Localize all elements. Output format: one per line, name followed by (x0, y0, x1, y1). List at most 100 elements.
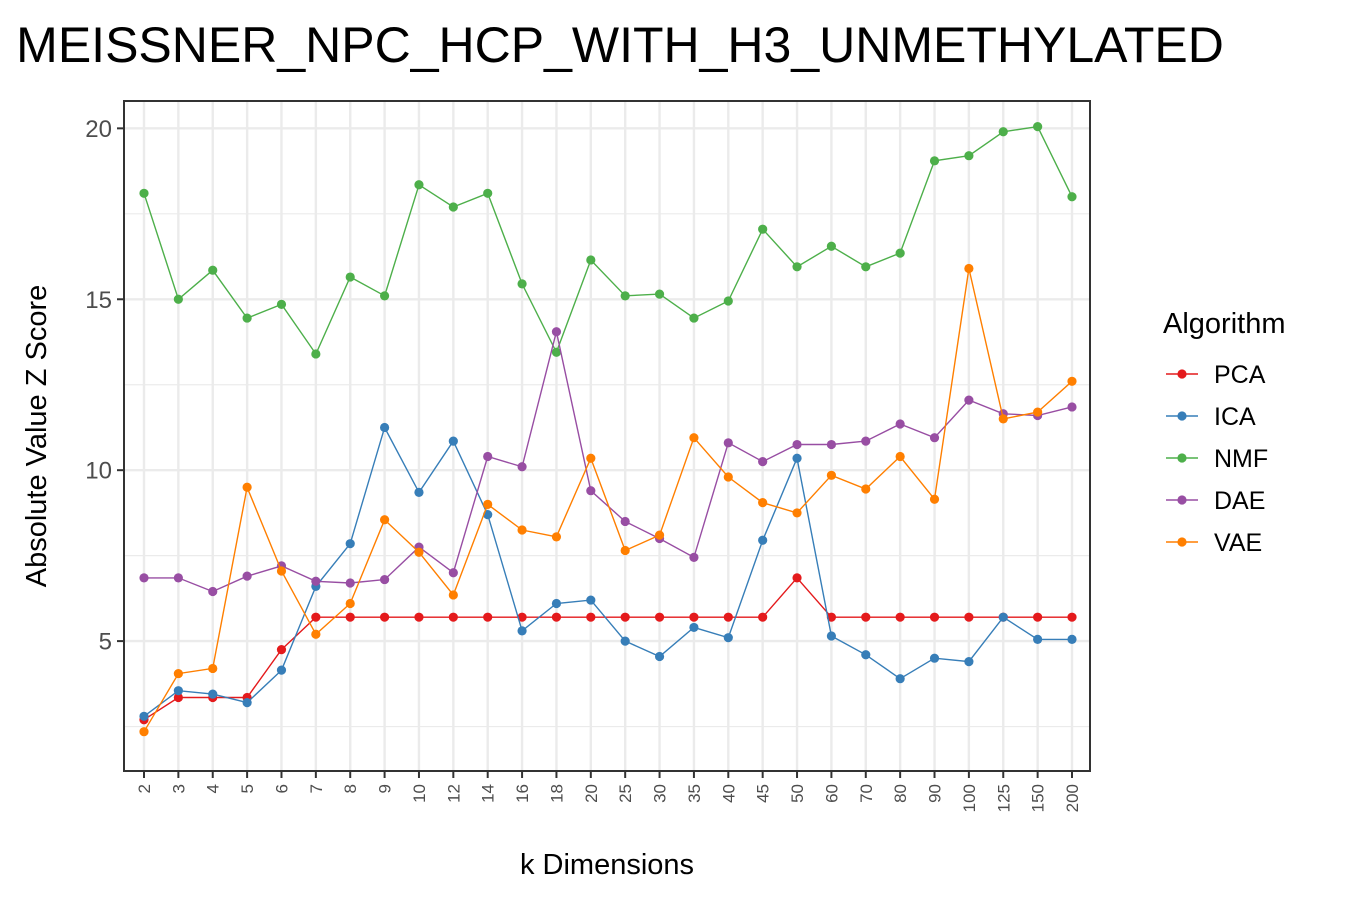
data-point-nmf (964, 151, 974, 161)
x-axis-title: k Dimensions (520, 849, 694, 881)
legend-key-point (1177, 411, 1187, 421)
data-point-nmf (792, 262, 802, 272)
series-line-ica (143, 425, 1072, 717)
x-tick-label: 125 (994, 784, 1013, 812)
data-point-pca (517, 612, 527, 622)
data-point-vae (758, 498, 768, 508)
y-tick-label: 5 (99, 629, 112, 656)
data-point-pca (792, 573, 802, 583)
data-point-ica (139, 711, 149, 721)
series-line-nmf (143, 125, 1073, 356)
x-tick-label: 18 (547, 784, 566, 803)
data-point-pca (723, 612, 733, 622)
data-point-vae (654, 530, 665, 540)
data-point-pca (276, 645, 287, 655)
data-point-dae (311, 576, 321, 586)
data-point-ica (689, 622, 699, 633)
data-point-ica (1067, 634, 1077, 644)
legend-key-point (1177, 495, 1187, 505)
data-point-pca (551, 612, 562, 622)
series-ica (139, 422, 1077, 721)
data-point-dae (964, 395, 974, 405)
data-point-nmf (551, 347, 562, 357)
data-point-ica (826, 631, 837, 641)
x-tick-label: 3 (169, 784, 188, 793)
data-point-dae (826, 439, 837, 450)
data-point-vae (929, 494, 940, 504)
data-point-vae (1033, 407, 1043, 417)
data-point-ica (654, 651, 665, 662)
legend-label: NMF (1214, 445, 1268, 473)
x-tick-label: 150 (1029, 784, 1048, 812)
legend-title: Algorithm (1163, 308, 1286, 340)
data-point-nmf (448, 202, 458, 212)
legend-key-point (1177, 453, 1187, 463)
data-point-dae (379, 574, 390, 585)
data-point-dae (517, 462, 527, 472)
data-point-dae (242, 571, 252, 581)
data-point-nmf (311, 349, 321, 359)
legend-key-point (1177, 369, 1187, 379)
x-tick-label: 10 (410, 784, 429, 803)
data-point-pca (586, 612, 596, 622)
x-tick-label: 60 (822, 784, 841, 803)
data-point-vae (448, 590, 458, 600)
data-point-nmf (654, 289, 665, 299)
legend-item-dae: DAE (1166, 487, 1265, 515)
data-point-nmf (929, 156, 940, 166)
data-point-ica (723, 633, 733, 643)
x-tick-label: 70 (857, 784, 876, 803)
data-point-ica (276, 665, 287, 675)
legend-label: DAE (1214, 487, 1265, 515)
data-point-dae (689, 552, 699, 562)
legend-item-nmf: NMF (1166, 445, 1268, 473)
data-point-nmf (379, 291, 390, 301)
data-point-nmf (517, 279, 527, 289)
x-tick-label: 35 (685, 784, 704, 803)
data-point-vae (895, 451, 905, 462)
data-point-vae (379, 515, 390, 525)
x-tick-label: 7 (307, 784, 326, 793)
data-point-vae (483, 499, 493, 509)
data-point-dae (861, 436, 871, 446)
data-point-pca (1067, 612, 1077, 622)
legend-key-point (1177, 537, 1187, 547)
plot-background (124, 101, 1090, 771)
data-point-dae (929, 433, 940, 443)
data-point-pca (895, 612, 905, 622)
data-point-vae (276, 566, 287, 576)
data-point-vae (139, 727, 149, 737)
x-tick-label: 25 (616, 784, 635, 803)
x-tick-label: 40 (719, 784, 738, 803)
data-point-ica (517, 626, 527, 636)
legend-label: VAE (1214, 529, 1262, 557)
x-tick-label: 45 (754, 784, 773, 803)
data-point-nmf (895, 248, 905, 258)
data-point-pca (964, 612, 974, 622)
data-point-nmf (139, 188, 149, 198)
series-dae (139, 327, 1077, 597)
data-point-nmf (1033, 122, 1043, 132)
data-point-vae (414, 547, 424, 557)
series-vae (139, 263, 1077, 737)
data-point-dae (792, 439, 802, 450)
data-point-dae (551, 327, 562, 337)
x-tick-label: 5 (238, 784, 257, 793)
data-point-pca (448, 612, 458, 622)
data-point-nmf (276, 299, 287, 309)
series-layer (139, 122, 1077, 737)
data-point-nmf (861, 262, 871, 272)
data-point-vae (173, 668, 183, 679)
data-point-nmf (689, 313, 699, 323)
y-tick-label: 20 (85, 116, 112, 143)
data-point-nmf (414, 180, 424, 190)
data-point-ica (620, 636, 630, 646)
x-tick-label: 90 (926, 784, 945, 803)
data-point-dae (173, 573, 183, 583)
data-point-dae (586, 486, 596, 496)
data-point-nmf (242, 313, 252, 323)
data-point-nmf (173, 294, 183, 304)
x-tick-label: 16 (513, 784, 532, 803)
legend: Algorithm PCA ICA NMF DAE VAE (1163, 308, 1286, 557)
legend-item-ica: ICA (1166, 403, 1256, 431)
